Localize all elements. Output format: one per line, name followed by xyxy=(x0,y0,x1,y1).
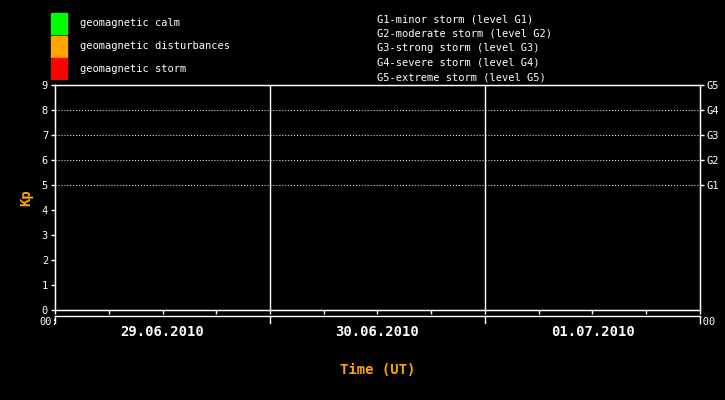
Text: geomagnetic storm: geomagnetic storm xyxy=(80,64,186,74)
Text: 29.06.2010: 29.06.2010 xyxy=(120,325,204,339)
Text: G2-moderate storm (level G2): G2-moderate storm (level G2) xyxy=(377,29,552,39)
Text: 01.07.2010: 01.07.2010 xyxy=(550,325,634,339)
Bar xyxy=(51,58,67,79)
Text: G3-strong storm (level G3): G3-strong storm (level G3) xyxy=(377,43,539,53)
Bar xyxy=(51,13,67,34)
Text: G4-severe storm (level G4): G4-severe storm (level G4) xyxy=(377,58,539,68)
Text: G5-extreme storm (level G5): G5-extreme storm (level G5) xyxy=(377,72,546,82)
Text: Time (UT): Time (UT) xyxy=(340,363,415,377)
Text: geomagnetic calm: geomagnetic calm xyxy=(80,18,180,28)
Text: 30.06.2010: 30.06.2010 xyxy=(336,325,419,339)
Y-axis label: Kp: Kp xyxy=(20,189,33,206)
Text: G1-minor storm (level G1): G1-minor storm (level G1) xyxy=(377,14,534,24)
Text: geomagnetic disturbances: geomagnetic disturbances xyxy=(80,41,230,51)
Bar xyxy=(51,36,67,56)
